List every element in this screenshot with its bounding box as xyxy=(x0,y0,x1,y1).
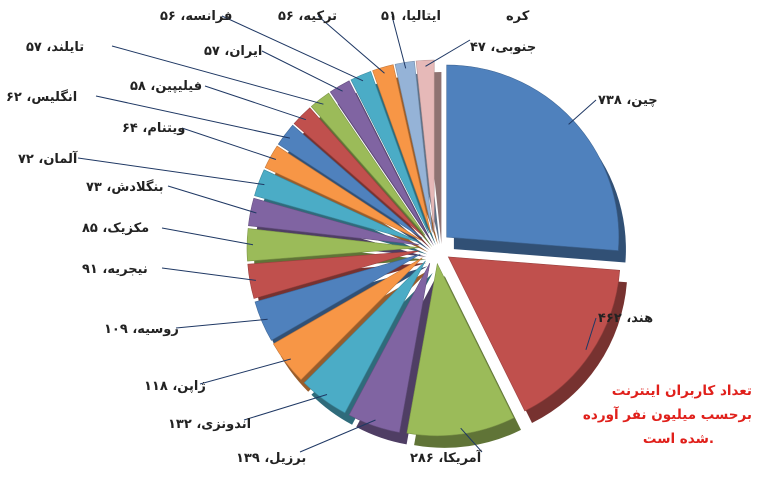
leader-line-china xyxy=(568,99,597,125)
leader-line-south-korea xyxy=(425,39,471,67)
leader-line-turkey xyxy=(317,15,385,74)
label-indonesia: اندونزی، ۱۳۲ xyxy=(168,417,251,432)
slice-brazil xyxy=(348,262,431,433)
annotation-line-2: برحسب میلیون نفر آورده xyxy=(583,406,752,423)
leader-line-usa xyxy=(460,427,483,453)
label-usa: آمریکا، ۲۸۶ xyxy=(410,449,482,466)
leader-line-brazil xyxy=(299,419,376,453)
leader-line-philippines xyxy=(204,85,307,121)
slice-china xyxy=(446,64,620,251)
slice-usa xyxy=(406,262,515,437)
leader-line-france xyxy=(221,15,364,82)
leader-line-vietnam xyxy=(181,127,277,160)
leader-lines xyxy=(77,15,597,453)
annotation: تعداد کاربران اینترنت برحسب میلیون نفر آ… xyxy=(583,383,752,447)
label-china: چین، ۷۳۸ xyxy=(598,93,658,108)
slices-layer xyxy=(246,59,627,448)
label-india: هند، ۴۶۲ xyxy=(598,311,653,326)
label-mexico: مکزیک، ۸۵ xyxy=(82,221,149,236)
leader-line-mexico xyxy=(161,227,254,246)
slice-england xyxy=(277,124,423,239)
slice-france xyxy=(350,71,429,234)
label-brazil: برزیل، ۱۳۹ xyxy=(236,451,306,466)
leader-line-indonesia xyxy=(243,394,328,421)
labels-layer: چین، ۷۳۸ هند، ۴۶۲ آمریکا، ۲۸۶ برزیل، ۱۳۹… xyxy=(6,9,658,466)
label-vietnam: ویتنام، ۶۴ xyxy=(122,121,185,136)
slice-vietnam xyxy=(264,145,422,241)
label-turkey: ترکیه، ۵۶ xyxy=(278,9,337,24)
slice-nigeria xyxy=(247,250,420,299)
leader-line-iran xyxy=(261,50,343,92)
label-japan: ژاپن، ۱۱۸ xyxy=(144,379,206,394)
leader-line-nigeria xyxy=(161,267,256,281)
label-philippines: فیلیپین، ۵۸ xyxy=(130,79,202,94)
leader-line-germany xyxy=(77,157,265,186)
label-germany: آلمان، ۷۲ xyxy=(18,150,78,167)
label-england: انگلیس، ۶۲ xyxy=(6,89,77,105)
leader-line-england xyxy=(95,95,291,139)
label-italy: ایتالیا، ۵۱ xyxy=(381,9,441,24)
slice-indonesia xyxy=(303,260,426,414)
slice-russia xyxy=(254,254,421,341)
label-south-korea-line1: کره xyxy=(506,9,530,24)
leader-line-japan xyxy=(199,358,291,385)
leader-line-italy xyxy=(391,15,407,69)
label-iran: ایران، ۵۷ xyxy=(204,44,262,59)
leader-line-bangladesh xyxy=(167,185,257,214)
label-russia: روسیه، ۱۰۹ xyxy=(104,322,179,337)
slice-india xyxy=(447,256,621,412)
slice-south-korea xyxy=(415,59,435,233)
slice-bangladesh xyxy=(248,197,420,246)
label-nigeria: نیجریه، ۹۱ xyxy=(82,262,148,277)
label-bangladesh: بنگلادش، ۷۳ xyxy=(86,179,164,195)
slice-thailand xyxy=(310,92,426,236)
label-france: فرانسه، ۵۶ xyxy=(160,9,232,24)
leader-line-india xyxy=(585,317,597,350)
annotation-line-1: تعداد کاربران اینترنت xyxy=(612,383,752,399)
label-thailand: تایلند، ۵۷ xyxy=(26,40,84,55)
slice-italy xyxy=(394,60,433,233)
annotation-line-3: شده است. xyxy=(643,431,714,447)
leader-line-thailand xyxy=(111,45,324,105)
slice-germany xyxy=(254,169,421,243)
slice-philippines xyxy=(293,107,424,237)
label-south-korea-line2: جنوبی، ۴۷ xyxy=(470,40,536,55)
slice-mexico xyxy=(246,228,420,262)
leader-line-russia xyxy=(175,318,268,329)
slice-turkey xyxy=(372,64,431,233)
slice-iran xyxy=(329,80,428,235)
slice-japan xyxy=(272,257,423,381)
